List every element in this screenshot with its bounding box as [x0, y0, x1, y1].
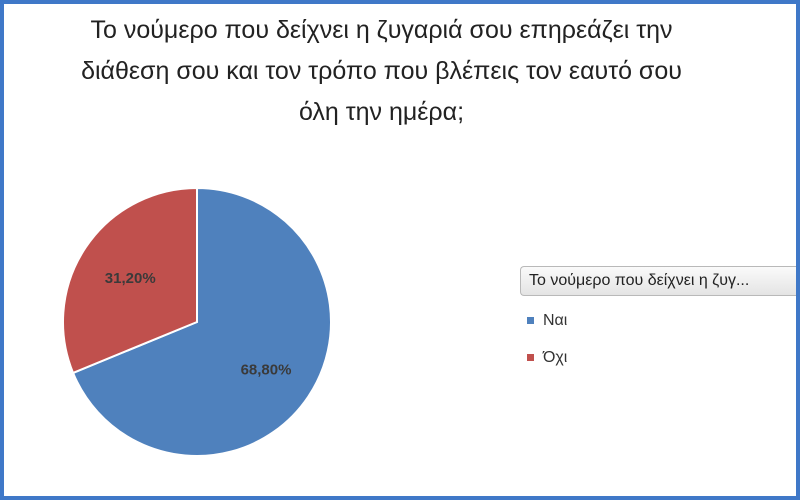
legend-swatch-nai [527, 317, 534, 325]
legend-item-oxi: Όχι [527, 348, 567, 368]
pie-slice-oxi [62, 186, 198, 375]
chart-title-line-3: όλη την ημέρα; [298, 98, 465, 126]
data-label-oxi: 31,20% [105, 270, 156, 287]
chart-title-line-2: διάθεση σου και τον τρόπο που βλέπεις το… [81, 57, 682, 85]
data-label-nai: 68,80% [241, 361, 292, 378]
legend-label-nai: Ναι [543, 312, 568, 329]
legend-swatch-oxi [527, 354, 534, 362]
chart-title-line-1: Το νούμερο που δείχνει η ζυγαριά σου επη… [90, 16, 673, 44]
legend-label-oxi: Όχι [543, 349, 568, 366]
chart-title: Το νούμερο που δείχνει η ζυγαριά σου επη… [14, 10, 749, 133]
legend-field-button[interactable]: Το νούμερο που δείχνει η ζυγ... [520, 266, 796, 296]
pie-slice-nai [71, 186, 332, 457]
legend-item-nai: Ναι [527, 311, 567, 331]
